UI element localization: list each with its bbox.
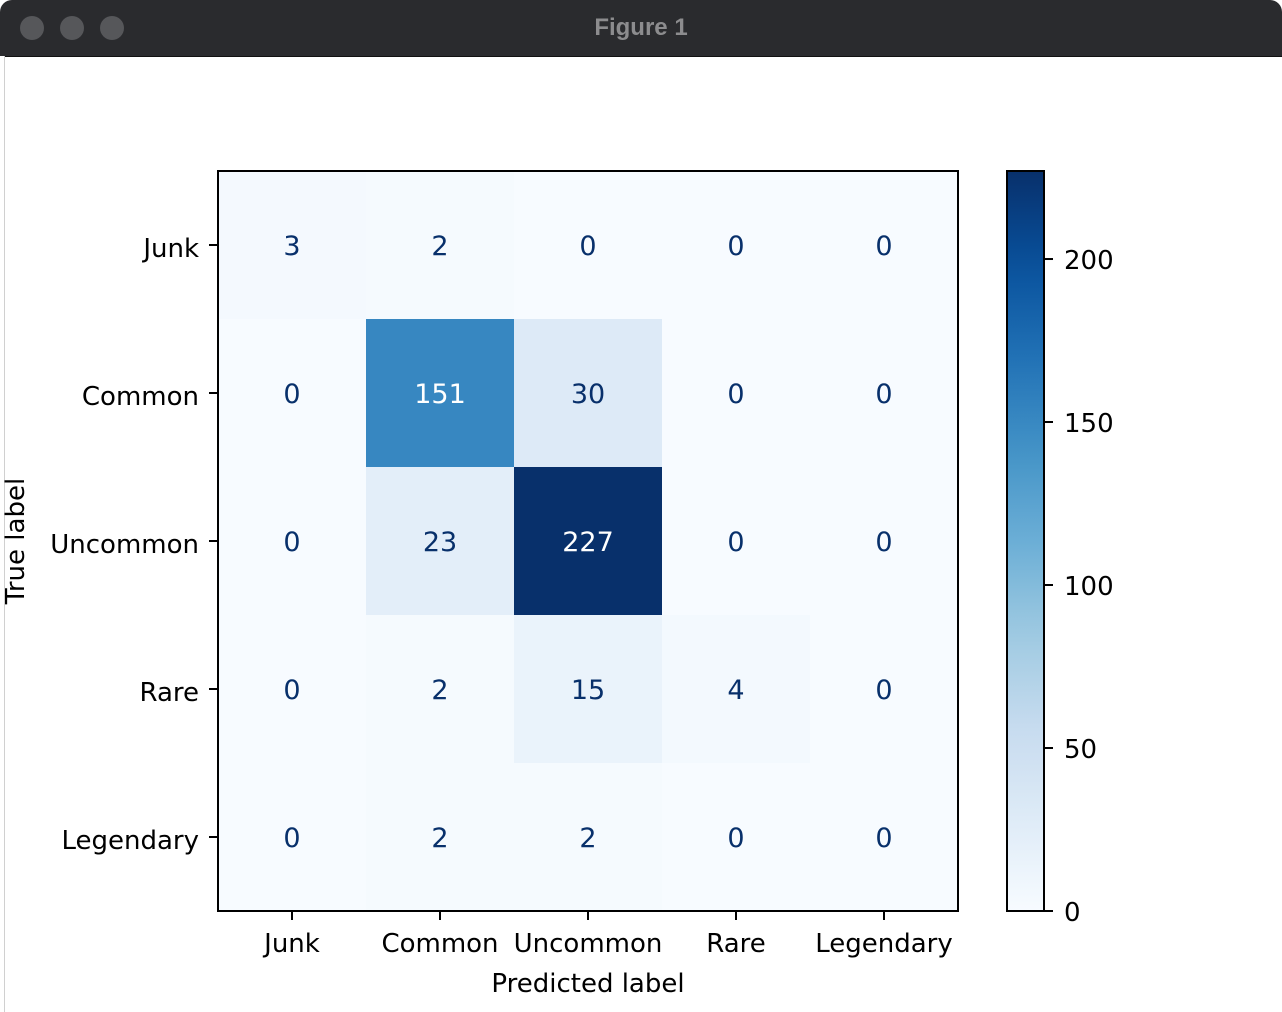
heatmap-cell <box>662 319 810 467</box>
minimize-window-button[interactable] <box>60 16 84 40</box>
close-window-button[interactable] <box>20 16 44 40</box>
cell-value-label: 0 <box>875 231 892 262</box>
window-edge <box>0 56 5 1012</box>
y-axis-label: True label <box>1 478 31 605</box>
y-tick-label: Legendary <box>61 826 199 856</box>
heatmap-cell <box>366 319 514 467</box>
y-tick-label: Uncommon <box>50 530 199 560</box>
cell-value-label: 0 <box>283 527 300 558</box>
heatmap-cell <box>366 467 514 615</box>
y-tick-label: Junk <box>141 234 199 264</box>
heatmap-cell <box>366 615 514 763</box>
window-title: Figure 1 <box>594 14 688 41</box>
heatmap-cell <box>662 171 810 319</box>
cell-value-label: 151 <box>414 379 466 410</box>
colorbar-tick-label: 0 <box>1064 898 1081 928</box>
cell-value-label: 0 <box>727 823 744 854</box>
cell-value-label: 0 <box>727 379 744 410</box>
cell-value-label: 0 <box>875 675 892 706</box>
cell-value-label: 0 <box>579 231 596 262</box>
x-tick-label: Legendary <box>815 929 953 959</box>
heatmap-cell <box>514 467 662 615</box>
cell-value-label: 2 <box>431 823 448 854</box>
colorbar-tick-label: 50 <box>1064 735 1097 765</box>
heatmap-cell <box>810 763 958 911</box>
heatmap-cells: 3 2 0 0 0 0 151 30 0 0 0 23 227 0 0 0 2 15 4 0 0 2 2 0 0 <box>218 171 958 911</box>
heatmap-cell <box>810 171 958 319</box>
cell-value-label: 0 <box>283 675 300 706</box>
cell-value-label: 0 <box>875 823 892 854</box>
title-bar: Figure 1 <box>0 0 1282 57</box>
cell-value-label: 3 <box>283 231 300 262</box>
cell-value-label: 30 <box>571 379 605 410</box>
cell-value-label: 2 <box>431 231 448 262</box>
x-tick-label: Uncommon <box>514 929 663 959</box>
confusion-matrix-figure: 3 2 0 0 00 151 30 0 00 23 227 0 00 2 15 4 00 2 2 0 0 Junk Com… <box>1 170 1114 999</box>
colorbar-tick-label: 100 <box>1064 572 1114 602</box>
heatmap-cell <box>218 615 366 763</box>
heatmap-cell <box>662 615 810 763</box>
heatmap-cell <box>662 763 810 911</box>
heatmap-cell <box>218 319 366 467</box>
cell-value-label: 0 <box>727 231 744 262</box>
zoom-window-button[interactable] <box>100 16 124 40</box>
cell-value-label: 15 <box>571 675 605 706</box>
y-tick-label: Common <box>82 382 199 412</box>
heatmap-cell <box>810 319 958 467</box>
heatmap-cell <box>514 615 662 763</box>
heatmap-cell <box>218 171 366 319</box>
heatmap-cell <box>514 171 662 319</box>
heatmap-cell <box>662 467 810 615</box>
cell-value-label: 2 <box>579 823 596 854</box>
heatmap-cell <box>810 615 958 763</box>
y-tick-label: Rare <box>139 678 199 708</box>
cell-value-label: 0 <box>727 527 744 558</box>
cell-value-label: 2 <box>431 675 448 706</box>
heatmap-cell <box>366 171 514 319</box>
heatmap-cell <box>366 763 514 911</box>
heatmap-cell <box>218 467 366 615</box>
x-tick-label: Junk <box>262 929 320 959</box>
axis-ticks: Junk Common Uncommon Rare Legendary Junk Commo… <box>50 234 953 959</box>
heatmap-cell <box>810 467 958 615</box>
x-tick-label: Rare <box>706 929 766 959</box>
colorbar-tick-label: 150 <box>1064 409 1114 439</box>
cell-value-label: 0 <box>875 527 892 558</box>
heatmap-cell <box>218 763 366 911</box>
cell-value-label: 227 <box>562 527 614 558</box>
colorbar-tick-label: 200 <box>1064 246 1114 276</box>
heatmap-cell <box>514 319 662 467</box>
colorbar: 0 50 100 150 200 <box>1006 170 1114 928</box>
cell-value-label: 4 <box>727 675 744 706</box>
cell-value-label: 23 <box>423 527 457 558</box>
colorbar-gradient <box>1006 170 1045 912</box>
x-tick-label: Common <box>381 929 498 959</box>
cell-value-label: 0 <box>875 379 892 410</box>
cell-value-label: 0 <box>283 379 300 410</box>
cell-value-label: 0 <box>283 823 300 854</box>
x-axis-label: Predicted label <box>491 969 684 999</box>
heatmap-cell <box>514 763 662 911</box>
